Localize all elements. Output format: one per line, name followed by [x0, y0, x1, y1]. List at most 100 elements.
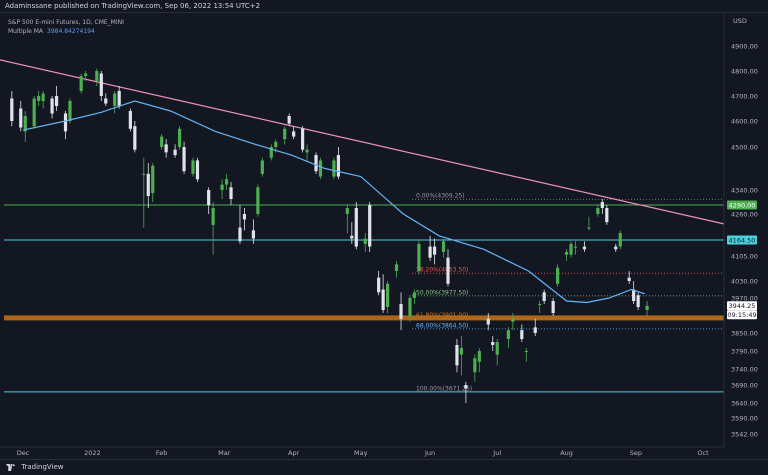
candle-up [332, 160, 336, 177]
y-tick-label: 4900.00 [731, 43, 758, 51]
ma-label: Multiple MA [8, 28, 44, 35]
candle-down [486, 318, 490, 325]
candle-down [19, 108, 23, 128]
fib-label: 50.00%(3977.50) [416, 289, 468, 296]
candle-down [207, 190, 211, 205]
chart-legend: S&P 500 E-mini Futures, 1D, CME_MINI Mul… [8, 18, 124, 36]
candle-up [538, 304, 542, 305]
x-tick-label: Dec [17, 449, 30, 457]
y-tick-label: 4030.00 [731, 278, 758, 286]
price-box-label: 4290.00 [729, 201, 756, 209]
moving-average-line [22, 100, 645, 304]
candle-up [224, 179, 229, 185]
candle-up [564, 251, 569, 255]
y-tick-label: 4600.00 [731, 118, 758, 126]
candle-up [37, 96, 41, 101]
footer-bar: TradingView [0, 459, 768, 475]
candle-down [195, 160, 200, 180]
y-tick-label: 3850.00 [731, 330, 758, 338]
candle-up [524, 351, 528, 352]
trendline[interactable] [0, 59, 735, 227]
candle-down [301, 128, 305, 150]
price-box [727, 235, 757, 245]
candle-up [441, 241, 446, 252]
candle-down [520, 330, 524, 339]
x-tick-label: May [354, 449, 368, 457]
candle-down [377, 277, 381, 293]
candle-up [191, 160, 195, 174]
candle-down [428, 246, 432, 258]
candle-up [573, 246, 578, 248]
x-tick-label: Jun [424, 449, 435, 457]
candle-down [605, 208, 609, 223]
x-tick-label: Apr [288, 449, 300, 457]
y-tick-label: 3740.00 [731, 366, 758, 374]
candle-down [251, 230, 255, 239]
candle-up [477, 351, 481, 362]
candle-down [551, 301, 555, 313]
candle-down [164, 144, 168, 153]
fib-label: 0.00%(4309.25) [416, 193, 465, 200]
candle-up [386, 283, 390, 307]
candle-up [587, 227, 591, 229]
candle-down [63, 113, 68, 132]
price-box-label: 4164.50 [729, 236, 756, 244]
candle-down [182, 147, 186, 172]
candle-down [542, 292, 546, 301]
candle-up [511, 318, 515, 322]
x-tick-label: 2022 [84, 449, 101, 457]
price-box [727, 301, 757, 311]
tradingview-logo-icon [6, 463, 15, 471]
price-chart[interactable]: 0.00%(4309.25) 38.20%(4053.50) 50.00%(3977… [0, 13, 768, 459]
candle-down [491, 342, 495, 345]
candle-up [618, 233, 622, 247]
candle-down [10, 98, 14, 121]
x-tick-label: Aug [560, 449, 573, 457]
candle-down [133, 126, 137, 150]
candle-up [459, 348, 464, 355]
candle-up [473, 358, 477, 373]
ma-legend-row: Multiple MA 3984.84274194 [8, 27, 124, 36]
y-tick-label: 3640.00 [731, 400, 758, 408]
candle-up [269, 147, 273, 158]
candle-up [645, 305, 649, 310]
candle-up [113, 93, 117, 106]
candle-up [256, 187, 260, 214]
candle-up [95, 71, 99, 81]
candle-down [636, 295, 640, 307]
price-box-label: 09:15:49 [727, 311, 756, 319]
x-tick-label: Mar [218, 449, 231, 457]
candle-down [292, 131, 296, 137]
candle-down [54, 96, 59, 106]
candle-down [287, 116, 291, 124]
y-tick-label: 3690.00 [731, 382, 758, 390]
candle-up [177, 128, 182, 147]
candle-up [79, 76, 83, 91]
candle-down [399, 304, 403, 319]
candle-up [142, 173, 146, 175]
candle-down [432, 246, 437, 255]
candle-up [68, 101, 72, 121]
candle-up [345, 208, 349, 214]
candle-down [381, 289, 385, 310]
candle-down [128, 111, 132, 129]
candle-down [350, 235, 354, 239]
x-tick-label: Oct [697, 449, 709, 457]
price-box-label: 3944.25 [729, 302, 756, 310]
fib-label: 61.80%(3901.00) [416, 312, 468, 319]
candle-up [305, 149, 309, 153]
candle-down [368, 205, 372, 247]
candle-up [363, 238, 367, 244]
candle-up [23, 116, 27, 132]
candle-down [117, 91, 121, 106]
candle-up [84, 73, 88, 76]
candle-down [314, 155, 318, 172]
x-tick-label: Feb [156, 449, 168, 457]
candle-up [32, 98, 36, 127]
brand-label: TradingView [21, 463, 64, 471]
candle-down [446, 257, 450, 284]
candle-up [283, 128, 287, 140]
candle-up [318, 160, 323, 177]
candle-up [417, 243, 421, 271]
chart-background [0, 13, 768, 459]
